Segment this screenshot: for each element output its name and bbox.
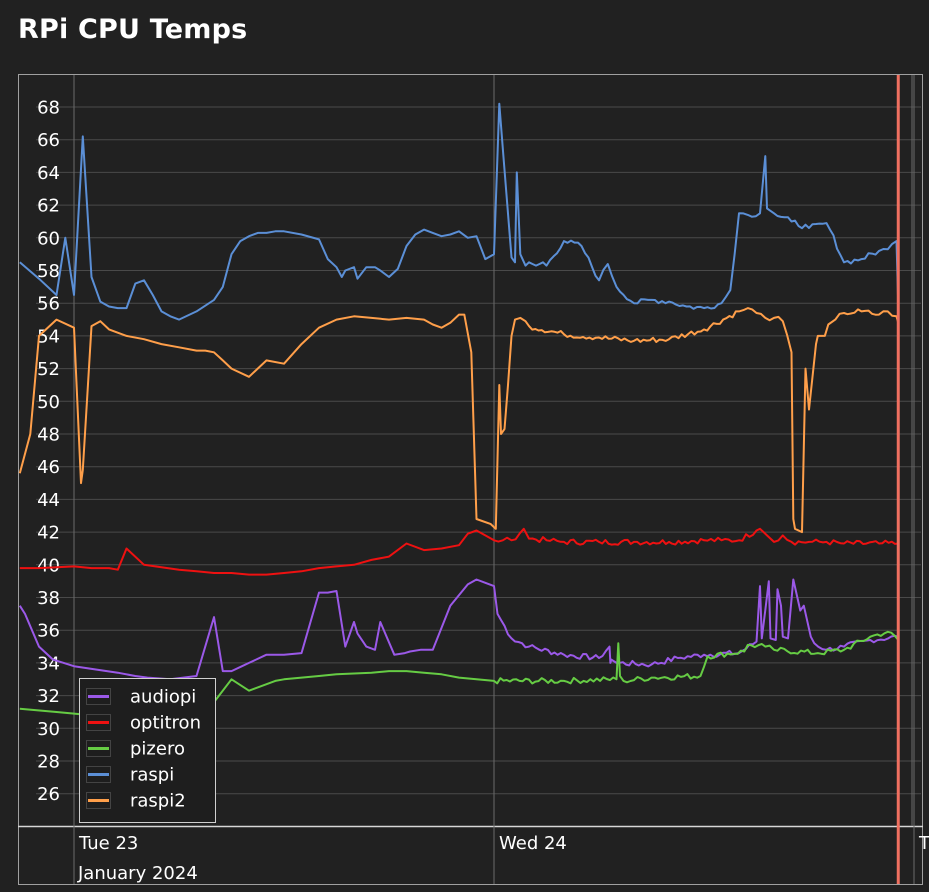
series-line-audiopi [18, 578, 899, 681]
y-tick-label: 44 [37, 490, 60, 511]
y-tick-label: 32 [37, 686, 60, 707]
y-tick-label: 38 [37, 588, 60, 609]
y-tick-label: 30 [37, 719, 60, 740]
y-tick-labels: 26 28 30 32 34 36 38 40 42 44 46 48 50 52 54 56 58 60 62 64… [37, 98, 60, 806]
series-line-pizero [19, 630, 899, 718]
series-line-raspi [19, 102, 899, 321]
y-tick-label: 48 [37, 425, 60, 446]
y-tick-label: 26 [37, 784, 60, 805]
y-tick-label: 58 [37, 261, 60, 282]
y-tick-label: 56 [37, 294, 60, 315]
y-tick-label: 52 [37, 359, 60, 380]
y-tick-label: 68 [37, 98, 60, 119]
y-tick-label: 28 [37, 752, 60, 773]
x-tick-label: Wed 24 [499, 833, 567, 854]
grid-layer [36, 75, 921, 884]
y-tick-label: 64 [37, 163, 60, 184]
page-title: RPi CPU Temps [18, 14, 248, 45]
y-tick-label: 42 [37, 523, 60, 544]
y-tick-label: 60 [37, 228, 60, 249]
legend-item-pizero[interactable]: pizero [86, 739, 185, 760]
x-sublabel: January 2024 [77, 863, 198, 884]
x-tick-label: T [918, 833, 929, 854]
x-tick-label: Tue 23 [78, 833, 138, 854]
y-tick-label: 46 [37, 457, 60, 478]
series-line-optitron [19, 527, 899, 576]
legend-label: pizero [130, 739, 185, 760]
y-tick-label: 66 [37, 130, 60, 151]
y-tick-label: 54 [37, 326, 60, 347]
y-tick-label: 50 [37, 392, 60, 413]
series-line-raspi2 [18, 307, 899, 534]
legend-item-raspi2[interactable]: raspi2 [86, 791, 186, 812]
x-tick-labels: Tue 23 Wed 24 T January 2024 [77, 833, 929, 884]
legend-label: raspi [130, 765, 174, 786]
legend-label: optitron [130, 713, 201, 734]
y-tick-label: 40 [37, 555, 60, 576]
legend-item-audiopi[interactable]: audiopi [86, 687, 197, 708]
legend: audiopi optitron pizero raspi raspi2 [79, 678, 216, 823]
legend-item-optitron[interactable]: optitron [86, 713, 201, 734]
legend-label: raspi2 [130, 791, 186, 812]
legend-label: audiopi [130, 687, 196, 708]
y-tick-label: 36 [37, 621, 60, 642]
series-layer [18, 102, 899, 718]
legend-item-raspi[interactable]: raspi [86, 765, 175, 786]
y-tick-label: 34 [37, 653, 60, 674]
y-tick-label: 62 [37, 196, 60, 217]
